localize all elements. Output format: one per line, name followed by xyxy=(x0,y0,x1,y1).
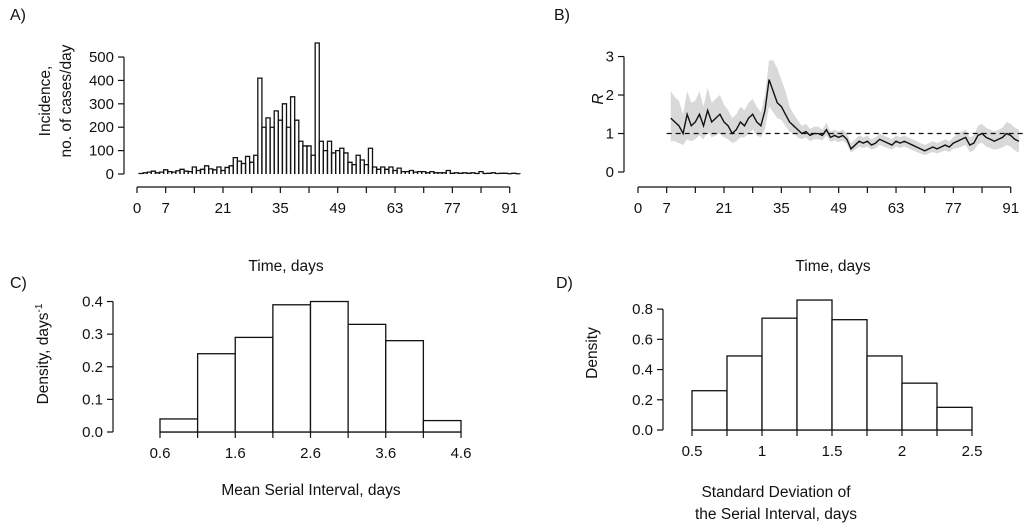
panel-d-histogram-bar xyxy=(796,299,833,431)
panel-b-xtick-label: 35 xyxy=(773,200,790,217)
panel-d-xtick-label: 0.5 xyxy=(682,443,703,460)
panel-c-xtick-label: 2.6 xyxy=(300,445,321,462)
panel-b-xtick-label: 7 xyxy=(662,200,670,217)
panel-c-xtick-label: 0.6 xyxy=(150,445,171,462)
panel-d-ytick-label: 0.8 xyxy=(632,301,653,318)
panel-a-xtick-label: 21 xyxy=(215,200,232,217)
panel-a-ytick-label: 300 xyxy=(89,96,114,113)
panel-a-ylabel-line2: no. of cases/day xyxy=(58,44,75,157)
panel-d-histogram-bar xyxy=(866,355,903,431)
panel-d-label: D) xyxy=(556,275,573,292)
panel-d-ytick-label: 0.6 xyxy=(632,331,653,348)
panel-d-ytick-label: 0.4 xyxy=(632,362,653,379)
panel-a-ylabel-line1: Incidence, xyxy=(37,66,54,137)
panel-c-ylabel-text: Density, days-1 xyxy=(34,303,52,404)
panel-a-ytick-label: 0 xyxy=(106,166,114,183)
panel-b-xtick-label: 77 xyxy=(945,200,962,217)
panel-c-ytick-label: 0.1 xyxy=(82,391,103,408)
panel-a-label: A) xyxy=(10,7,26,24)
panel-c-ylabel: Density, days xyxy=(35,312,52,404)
panel-b-reproduction-chart: B) R Time, days 0 1 2 3 0 7 21 35 49 63 77 91 xyxy=(554,7,1023,275)
panel-d-sd-serial-interval-histogram: D) Density Standard Deviation of the Ser… xyxy=(556,275,982,523)
panel-b-ylabel: R xyxy=(590,93,607,104)
panel-a-ytick-label: 100 xyxy=(89,143,114,160)
panel-a-xtick-label: 0 xyxy=(133,200,141,217)
panel-a-xtick-label: 77 xyxy=(444,200,461,217)
panel-b-ytick-label: 3 xyxy=(606,49,614,66)
panel-d-ylabel: Density xyxy=(584,327,601,379)
panel-c-xtick-label: 1.6 xyxy=(225,445,246,462)
panel-c-xtick-label: 3.6 xyxy=(375,445,396,462)
panel-a-xtick-label: 49 xyxy=(329,200,346,217)
panel-b-label: B) xyxy=(554,7,570,24)
panel-b-ytick-label: 0 xyxy=(606,164,614,181)
incidence-bar xyxy=(314,42,320,174)
panel-c-histogram-bar xyxy=(347,323,387,433)
panel-c-ytick-label: 0.2 xyxy=(82,359,103,376)
panel-a-xtick-label: 63 xyxy=(387,200,404,217)
panel-b-plot-area: 0 1 2 3 0 7 21 35 49 63 77 91 xyxy=(606,49,1023,217)
panel-d-histogram-bar xyxy=(936,406,973,431)
panel-d-histogram-bar xyxy=(761,317,798,431)
panel-a-xlabel: Time, days xyxy=(248,258,323,275)
panel-d-xtick-label: 2.5 xyxy=(962,443,983,460)
r-estimate-line xyxy=(670,79,1020,152)
panel-a-xtick-label: 7 xyxy=(161,200,169,217)
panel-d-ytick-label: 0.0 xyxy=(632,422,653,439)
incidence-bar xyxy=(367,147,374,174)
incidence-bar xyxy=(478,171,484,174)
panel-d-plot-area: 0.0 0.2 0.4 0.6 0.8 0.5 1 1.5 2 2.5 xyxy=(632,299,983,460)
panel-c-histogram-bar xyxy=(385,340,425,433)
panel-c-histogram-bar xyxy=(234,336,274,433)
panel-d-xtick-label: 1.5 xyxy=(822,443,843,460)
panel-b-xlabel: Time, days xyxy=(795,258,870,275)
panel-c-histogram-bar xyxy=(196,353,236,433)
panel-c-ytick-label: 0.3 xyxy=(82,326,103,343)
panel-d-histogram-bar xyxy=(831,319,868,431)
panel-d-histogram-bar xyxy=(726,355,763,431)
panel-c-ytick-label: 0.0 xyxy=(82,424,103,441)
panel-c-xtick-label: 4.6 xyxy=(451,445,472,462)
panel-b-xtick-label: 91 xyxy=(1002,200,1019,217)
panel-d-xtick-label: 2 xyxy=(898,443,906,460)
panel-b-ytick-label: 1 xyxy=(606,126,614,143)
incidence-bar xyxy=(257,77,263,174)
panel-d-histogram-bar xyxy=(901,382,938,431)
panel-a-ytick-label: 200 xyxy=(89,119,114,136)
panel-a-xtick-label: 91 xyxy=(501,200,518,217)
panel-d-xtick-label: 1 xyxy=(758,443,766,460)
panel-d-histogram-bar xyxy=(691,390,728,431)
panel-d-ytick-label: 0.2 xyxy=(632,392,653,409)
panel-a-ytick-label: 500 xyxy=(89,49,114,66)
panel-d-xlabel-line2: the Serial Interval, days xyxy=(695,506,857,523)
panel-b-xtick-label: 49 xyxy=(830,200,847,217)
panel-c-ylabel-superscript: -1 xyxy=(34,303,45,312)
panel-c-histogram-bar xyxy=(422,419,462,433)
panel-c-mean-serial-interval-histogram: C) Density, days-1 Mean Serial Interval,… xyxy=(10,275,471,499)
panel-c-xlabel: Mean Serial Interval, days xyxy=(221,482,400,499)
panel-c-histogram-bar xyxy=(159,418,199,433)
panel-c-ytick-label: 0.4 xyxy=(82,294,103,311)
panel-c-histogram-bar xyxy=(272,304,312,433)
incidence-bar xyxy=(445,169,451,174)
panel-a-plot-area: 0 100 200 300 400 500 0 7 21 35 49 63 77 91 xyxy=(89,42,521,217)
r-credible-interval-band xyxy=(670,60,1019,156)
panel-c-label: C) xyxy=(10,275,27,292)
panel-a-xtick-label: 35 xyxy=(272,200,289,217)
panel-b-xtick-label: 21 xyxy=(716,200,733,217)
panel-b-xtick-label: 63 xyxy=(888,200,905,217)
panel-d-xlabel-line1: Standard Deviation of xyxy=(701,484,851,501)
panel-b-xtick-label: 0 xyxy=(634,200,642,217)
panel-b-ytick-label: 2 xyxy=(606,87,614,104)
panel-c-histogram-bar xyxy=(309,300,349,433)
panel-a-ytick-label: 400 xyxy=(89,72,114,89)
panel-c-plot-area: 0.0 0.1 0.2 0.3 0.4 0.6 1.6 2.6 3.6 4.6 xyxy=(82,294,471,462)
panel-a-incidence-chart: A) Incidence, no. of cases/day Time, day… xyxy=(10,7,521,275)
